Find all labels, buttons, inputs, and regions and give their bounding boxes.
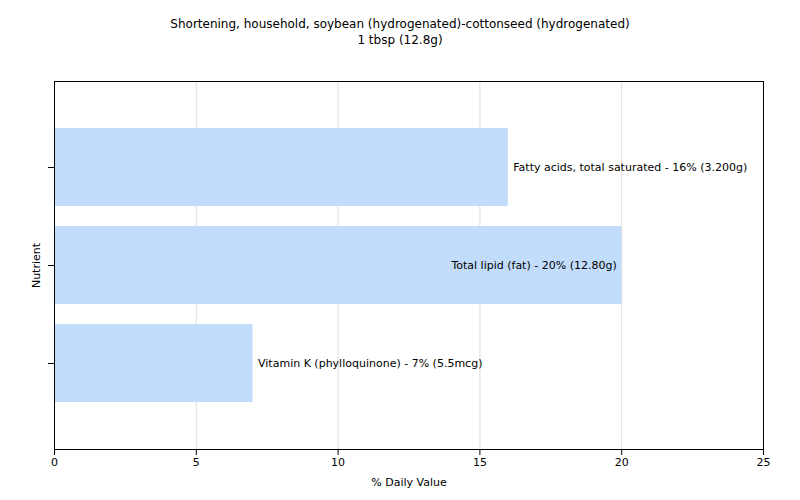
svg-text:Total lipid (fat) - 20% (12.80: Total lipid (fat) - 20% (12.80g) bbox=[450, 259, 616, 272]
html-text:Shortening, household, soybean: Shortening, household, soybean (hydrogen… bbox=[170, 17, 630, 31]
svg-text:Vitamin K (phylloquinone) - 7%: Vitamin K (phylloquinone) - 7% (5.5mcg) bbox=[258, 357, 482, 370]
html-text:1 tbsp (12.8g): 1 tbsp (12.8g) bbox=[357, 33, 443, 47]
svg-text:10: 10 bbox=[331, 456, 345, 469]
svg-text:20: 20 bbox=[615, 456, 629, 469]
svg-text:Fatty acids, total saturated -: Fatty acids, total saturated - 16% (3.20… bbox=[513, 161, 747, 174]
svg-text:15: 15 bbox=[473, 456, 487, 469]
svg-text:25: 25 bbox=[757, 456, 771, 469]
svg-text:% Daily Value: % Daily Value bbox=[371, 476, 447, 489]
svg-text:5: 5 bbox=[193, 456, 200, 469]
svg-text:Nutrient: Nutrient bbox=[30, 242, 43, 288]
svg-text:0: 0 bbox=[51, 456, 58, 469]
